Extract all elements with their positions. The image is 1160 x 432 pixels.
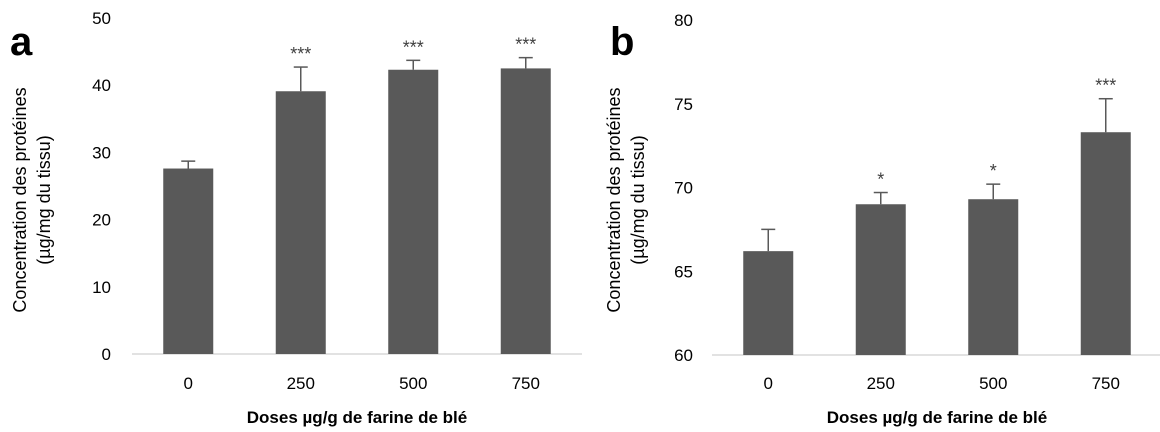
y-axis-title: (µg/mg du tissu) xyxy=(34,135,54,264)
bar xyxy=(968,199,1019,355)
bar xyxy=(743,251,794,355)
bar xyxy=(1080,132,1131,355)
y-tick-label: 30 xyxy=(92,143,111,162)
y-tick-label: 20 xyxy=(92,211,111,230)
y-axis-title: (µg/mg du tissu) xyxy=(628,135,648,264)
panel-label: b xyxy=(610,20,634,64)
x-tick-label: 250 xyxy=(287,374,315,393)
y-tick-label: 65 xyxy=(674,262,693,281)
y-tick-label: 70 xyxy=(674,179,693,198)
y-tick-label: 75 xyxy=(674,95,693,114)
bar xyxy=(275,91,326,355)
x-axis-title: Doses µg/g de farine de blé xyxy=(827,408,1047,427)
y-tick-label: 80 xyxy=(674,11,693,30)
bar xyxy=(500,68,551,355)
bar xyxy=(855,204,906,355)
panel-label: a xyxy=(10,20,33,64)
chart-panel-a: a 0 10 20 30 40 50 Concentration des protéines(… xyxy=(10,9,582,427)
significance-label: *** xyxy=(515,35,536,55)
bar xyxy=(163,168,214,354)
x-tick-label: 750 xyxy=(512,374,540,393)
significance-label: *** xyxy=(403,37,424,57)
significance-label: *** xyxy=(290,44,311,64)
chart-panel-b: b 60 65 70 75 80 Concentration des protéines (µ… xyxy=(604,11,1160,427)
y-tick-label: 10 xyxy=(92,278,111,297)
y-tick-label: 0 xyxy=(102,345,111,364)
significance-label: *** xyxy=(1095,76,1116,96)
y-axis-title: Concentration des protéines xyxy=(10,87,30,312)
y-axis-title: Concentration des protéines xyxy=(604,87,624,312)
x-tick-label: 500 xyxy=(399,374,427,393)
bar xyxy=(388,69,439,354)
x-tick-label: 500 xyxy=(979,374,1007,393)
y-tick-label: 60 xyxy=(674,346,693,365)
significance-label: * xyxy=(877,170,884,190)
y-tick-label: 50 xyxy=(92,9,111,28)
y-tick-label: 40 xyxy=(92,76,111,95)
x-tick-label: 750 xyxy=(1092,374,1120,393)
x-tick-label: 0 xyxy=(764,374,773,393)
x-tick-label: 0 xyxy=(184,374,193,393)
x-tick-label: 250 xyxy=(867,374,895,393)
x-axis-title: Doses µg/g de farine de blé xyxy=(247,408,467,427)
significance-label: * xyxy=(990,161,997,181)
